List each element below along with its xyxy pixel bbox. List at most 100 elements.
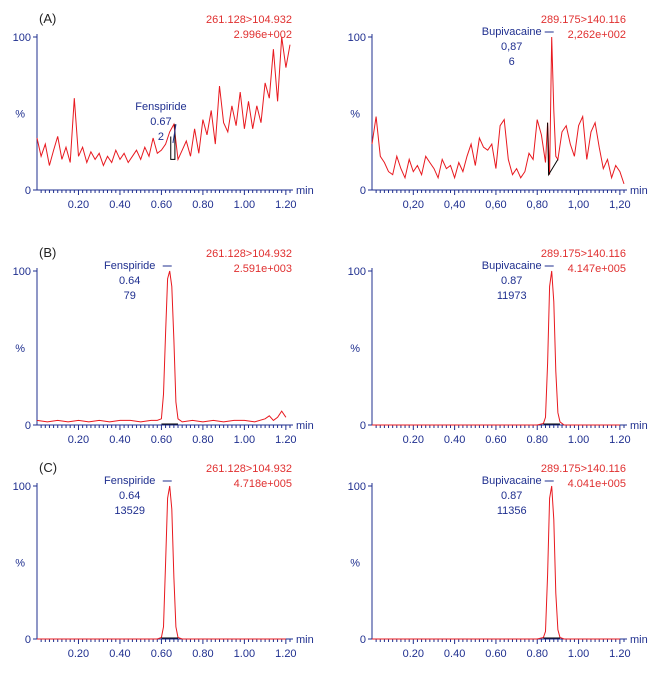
x-tick-label: 0.20 [403,648,424,660]
y-tick-label: 0 [25,634,31,646]
x-tick-label: 0.60 [151,199,172,211]
peak-retention-time: 0.87 [501,275,522,287]
x-tick-label: 1.00 [568,434,589,446]
y-tick-label: 0 [360,420,366,432]
peak-integration [170,124,176,160]
y-tick-label: 0 [360,185,366,197]
y-axis-label: % [15,558,25,570]
peak-retention-time: 0.87 [501,490,522,502]
peak-retention-time: 0,87 [501,41,522,53]
x-tick-label: 1.00 [234,648,255,660]
y-axis-label: % [350,109,360,121]
y-tick-label: 100 [348,266,366,278]
y-tick-label: 100 [348,481,366,493]
x-tick-label: 0,40 [444,199,465,211]
x-tick-label: 1.00 [568,648,589,660]
intensity-label: 2,262e+002 [568,29,626,41]
intensity-label: 4.147e+005 [568,263,626,275]
intensity-label: 4.718e+005 [234,478,292,490]
x-tick-label: 0.20 [68,648,89,660]
x-tick-label: 0.80 [527,434,548,446]
x-tick-label: 1.20 [609,648,630,660]
x-axis-unit: min [296,634,314,646]
x-tick-label: 0.40 [109,434,130,446]
y-tick-label: 0 [25,185,31,197]
panel-label: (C) [39,460,57,475]
x-tick-label: 1.20 [275,434,296,446]
x-tick-label: 0,80 [527,199,548,211]
x-tick-label: 1.20 [275,199,296,211]
chromatogram-trace [36,36,291,167]
x-tick-label: 1.20 [275,648,296,660]
transition-label: 261.128>104.932 [206,248,292,260]
transition-label: 261.128>104.932 [206,14,292,26]
panel-label: (B) [39,245,56,260]
chromatogram-trace [37,485,286,640]
x-axis-unit: min [296,420,314,432]
x-tick-label: 0.20 [403,434,424,446]
transition-label: 289.175>140.116 [541,248,626,260]
x-tick-label: 0.20 [68,199,89,211]
x-tick-label: 0.20 [68,434,89,446]
x-tick-label: 1.20 [609,434,630,446]
y-tick-label: 100 [13,481,31,493]
y-axis-label: % [15,343,25,355]
peak-leader-line [172,124,177,144]
peak-compound-label: Fenspiride [104,475,155,487]
peak-integration [547,122,559,177]
panel-label: (A) [39,11,56,26]
x-tick-label: 0.60 [485,648,506,660]
x-axis-unit: min [630,185,648,197]
peak-area: 2 [158,131,164,143]
y-tick-label: 0 [360,634,366,646]
x-tick-label: 0.40 [109,648,130,660]
x-tick-label: 0.60 [485,434,506,446]
x-tick-label: 0.80 [527,648,548,660]
intensity-label: 2.996e+002 [234,29,292,41]
x-tick-label: 0.80 [192,199,213,211]
x-tick-label: 1,00 [568,199,589,211]
intensity-label: 2.591e+003 [234,263,292,275]
x-tick-label: 0.60 [151,434,172,446]
peak-compound-label: Bupivacaine [482,26,542,38]
x-tick-label: 0.40 [444,648,465,660]
peak-area: 79 [124,290,136,302]
x-tick-label: 0.40 [444,434,465,446]
peak-area: 13529 [114,505,145,517]
y-axis-label: % [350,558,360,570]
peak-compound-label: Fenspiride [135,101,186,113]
transition-label: 289.175>140.116 [541,463,626,475]
y-tick-label: 100 [13,266,31,278]
x-tick-label: 0,20 [403,199,424,211]
x-axis-unit: min [630,634,648,646]
peak-retention-time: 0.64 [119,275,140,287]
peak-retention-time: 0.67 [150,116,171,128]
y-axis-label: % [350,343,360,355]
x-tick-label: 1.00 [234,434,255,446]
peak-area: 6 [509,56,515,68]
x-axis-unit: min [296,185,314,197]
y-tick-label: 100 [13,32,31,44]
x-axis-unit: min [630,420,648,432]
x-tick-label: 0.80 [192,648,213,660]
x-tick-label: 0.80 [192,434,213,446]
peak-compound-label: Bupivacaine [482,260,542,272]
peak-compound-label: Fenspiride [104,260,155,272]
chromatogram-trace [36,270,287,423]
x-tick-label: 0.40 [109,199,130,211]
transition-label: 289.175>140.116 [541,14,626,26]
transition-label: 261.128>104.932 [206,463,292,475]
y-tick-label: 0 [25,420,31,432]
x-tick-label: 0.60 [151,648,172,660]
y-axis-label: % [15,109,25,121]
peak-retention-time: 0.64 [119,490,140,502]
chromatogram-trace [372,485,620,640]
x-tick-label: 0,60 [485,199,506,211]
peak-area: 11356 [497,505,527,517]
